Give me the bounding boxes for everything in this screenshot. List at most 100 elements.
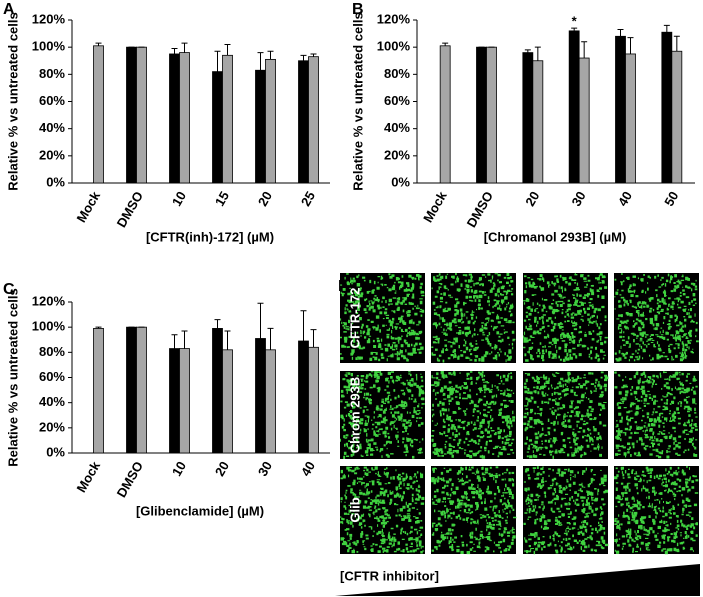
error-bar <box>267 327 274 350</box>
bar <box>298 340 309 454</box>
y-tick-label: 0% <box>46 174 65 189</box>
y-axis-label: Relative % vs untreated cells <box>350 12 365 190</box>
annotation: * <box>572 14 578 29</box>
error-bar <box>310 53 317 57</box>
error-bar <box>663 24 670 33</box>
cells <box>431 466 517 555</box>
y-tick-label: 60% <box>39 93 65 108</box>
error-bar <box>673 35 680 52</box>
bar <box>255 338 266 454</box>
y-tick-label: 80% <box>384 66 410 81</box>
bar <box>486 46 497 184</box>
error-bar <box>95 42 102 46</box>
x-tick-label: 10 <box>169 459 189 479</box>
y-tick-label: 120% <box>32 293 66 308</box>
x-tick-label: 30 <box>255 459 275 479</box>
bar <box>126 326 137 454</box>
error-bar <box>171 334 178 349</box>
error-bar <box>95 326 102 329</box>
bar <box>169 53 180 184</box>
bar <box>169 348 180 454</box>
bar <box>568 30 580 184</box>
row-label: CFTR-172 <box>347 288 362 349</box>
y-tick-label: 60% <box>384 93 410 108</box>
cells <box>523 466 609 555</box>
error-bar <box>257 52 264 71</box>
y-tick-label: 40% <box>384 120 410 135</box>
y-tick-label: 0% <box>46 444 65 459</box>
y-tick-label: 20% <box>39 419 65 434</box>
row-label: Glib <box>347 497 362 522</box>
y-tick-label: 120% <box>32 11 66 26</box>
bar <box>93 328 104 454</box>
row-label: Chrom 293B <box>347 377 362 454</box>
bar <box>126 46 137 184</box>
error-bar <box>300 310 307 342</box>
bar <box>265 349 276 454</box>
y-tick-label: 100% <box>32 319 66 334</box>
y-tick-label: 20% <box>39 147 65 162</box>
y-tick-label: 40% <box>39 120 65 135</box>
panel-label: A <box>3 1 15 18</box>
cells <box>523 371 609 459</box>
y-tick-label: 80% <box>39 66 65 81</box>
x-tick-label: 40 <box>298 459 318 479</box>
bar <box>439 45 451 184</box>
y-tick-label: 120% <box>377 11 411 26</box>
x-tick-label: 20 <box>255 189 275 209</box>
x-tick-label: Mock <box>420 188 450 225</box>
x-tick-label: Mock <box>73 188 103 225</box>
x-axis-label: [CFTR(inh)-172] (µM) <box>146 229 274 244</box>
x-tick-label: DMSO <box>464 189 496 230</box>
cells <box>340 371 425 459</box>
bar <box>578 57 590 184</box>
bar <box>179 348 190 454</box>
bar <box>308 346 319 454</box>
y-axis-label: Relative % vs untreated cells <box>5 288 20 466</box>
x-tick-label: 30 <box>569 189 589 209</box>
bar <box>661 31 673 184</box>
wedge-caption: [CFTR inhibitor] <box>340 568 439 583</box>
cells <box>614 466 699 555</box>
bar <box>222 54 233 184</box>
error-bar <box>214 50 221 72</box>
y-tick-label: 40% <box>39 394 65 409</box>
x-axis-label: [Glibenclamide] (µM) <box>136 503 264 518</box>
error-bar <box>181 42 188 53</box>
y-tick-label: 0% <box>391 174 410 189</box>
x-tick-label: 10 <box>169 189 189 209</box>
bar <box>265 58 276 184</box>
x-tick-label: 20 <box>212 459 232 479</box>
error-bar <box>571 27 578 31</box>
error-bar <box>627 37 634 54</box>
cells <box>431 273 516 363</box>
cells <box>523 273 608 362</box>
error-bar <box>524 49 531 53</box>
y-axis-label: Relative % vs untreated cells <box>5 12 20 190</box>
y-tick-label: 100% <box>377 39 411 54</box>
error-bar <box>581 41 588 59</box>
error-bar <box>171 48 178 54</box>
x-tick-label: 40 <box>615 189 635 209</box>
y-tick-label: 60% <box>39 369 65 384</box>
error-bar <box>181 330 188 349</box>
panel-label: C <box>3 281 15 298</box>
gradient-wedge <box>335 564 700 596</box>
cells <box>614 371 698 459</box>
bar <box>625 53 636 184</box>
bar <box>671 50 683 184</box>
error-bar <box>224 330 231 350</box>
x-tick-label: 15 <box>212 189 232 209</box>
x-tick-label: 50 <box>661 189 681 209</box>
y-tick-label: 20% <box>384 147 410 162</box>
bar <box>179 52 190 184</box>
panel-label: B <box>352 1 364 18</box>
x-tick-label: DMSO <box>114 189 146 230</box>
error-bar <box>257 302 264 339</box>
cells <box>340 466 425 554</box>
x-tick-label: DMSO <box>114 459 146 500</box>
bar <box>255 69 266 184</box>
error-bar <box>267 50 274 60</box>
x-tick-label: 25 <box>298 189 318 209</box>
error-bar <box>310 329 317 348</box>
